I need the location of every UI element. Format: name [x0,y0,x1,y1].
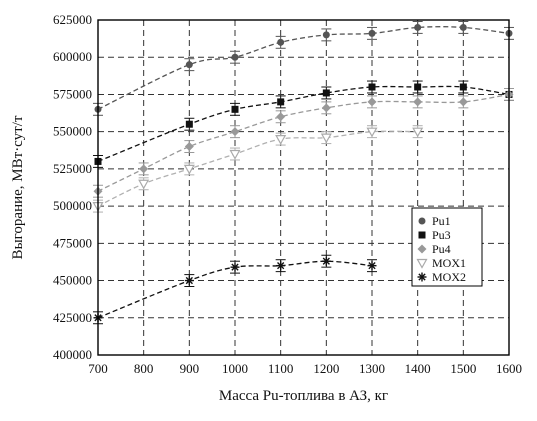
legend-marker [417,244,427,254]
data-point-pu4 [321,103,331,113]
series-line-pu1 [97,26,510,110]
data-point-mox2 [184,276,194,286]
data-point-pu1 [322,31,330,39]
x-tick-label: 700 [88,361,108,376]
data-point-pu4 [184,142,194,152]
y-tick-label: 400000 [53,347,92,362]
data-point-pu1 [414,23,422,31]
series-line-mox1 [97,130,418,207]
data-point-pu3 [322,89,330,97]
legend-marker [418,217,426,225]
x-tick-label: 1400 [405,361,431,376]
x-tick-label: 800 [134,361,154,376]
x-tick-label: 900 [180,361,200,376]
x-tick-label: 1000 [222,361,248,376]
legend-label: Pu1 [432,214,451,228]
data-point-mox2 [367,261,377,271]
x-axis-title: Масса Pu-топлива в АЗ, кг [219,388,388,404]
legend-item: MOX1 [416,256,466,270]
legend-label: MOX2 [432,270,466,284]
legend-label: MOX1 [432,256,466,270]
y-tick-label: 475000 [53,235,92,250]
data-point-pu4 [367,97,377,107]
y-tick-label: 525000 [53,161,92,176]
legend-label: Pu4 [432,242,451,256]
data-point-pu1 [185,61,193,69]
data-point-mox1 [412,127,424,138]
data-point-pu4 [458,97,468,107]
data-point-pu4 [139,164,149,174]
data-point-mox1 [138,179,150,190]
series-mox2 [93,254,377,325]
legend-item: Pu3 [418,228,451,242]
data-point-pu1 [368,29,376,37]
data-point-pu4 [230,127,240,137]
y-tick-label: 550000 [53,124,92,139]
data-point-pu1 [277,38,285,46]
data-point-mox2 [321,256,331,266]
data-point-pu3 [459,83,467,91]
y-tick-label: 600000 [53,49,92,64]
y-tick-label: 450000 [53,273,92,288]
data-point-pu3 [231,105,239,113]
data-point-pu4 [276,112,286,122]
data-point-mox2 [230,262,240,272]
data-point-mox2 [276,261,286,271]
series-layer [92,20,514,325]
y-tick-label: 425000 [53,310,92,325]
x-tick-label: 1300 [359,361,385,376]
y-tick-label: 575000 [53,86,92,101]
x-tick-label: 1600 [496,361,522,376]
y-axis-title: Выгорание, МВт·сут/т [10,115,26,259]
x-tick-label: 1500 [450,361,476,376]
data-point-pu3 [414,83,422,91]
grid [97,19,510,356]
x-tick-label: 1100 [268,361,294,376]
tick-labels: 700 800 900 1000 1100 1200 1300 1400 1500 1600 400… [53,12,522,376]
data-point-pu1 [231,53,239,61]
series-pu1 [93,20,514,116]
legend-item: Pu4 [417,242,451,256]
y-tick-label: 625000 [53,12,92,27]
y-tick-label: 500000 [53,198,92,213]
data-point-pu3 [277,98,285,106]
data-point-mox1 [320,133,332,144]
legend-marker [417,272,427,282]
legend-marker [416,258,428,269]
legend-item: MOX2 [417,270,466,284]
series-line-pu4 [97,93,510,192]
series-line-pu3 [97,85,510,163]
data-point-pu1 [459,23,467,31]
data-point-mox1 [183,164,195,175]
data-point-mox1 [275,135,287,145]
data-point-pu4 [413,97,423,107]
data-point-pu3 [368,83,376,91]
x-tick-label: 1200 [313,361,339,376]
plot-frame [97,19,510,356]
legend-marker [418,231,426,239]
data-point-pu3 [185,120,193,128]
legend-item: Pu1 [418,214,451,228]
legend-label: Pu3 [432,228,451,242]
data-point-mox1 [366,127,378,138]
series-pu4 [93,87,514,198]
data-point-mox1 [229,149,241,160]
